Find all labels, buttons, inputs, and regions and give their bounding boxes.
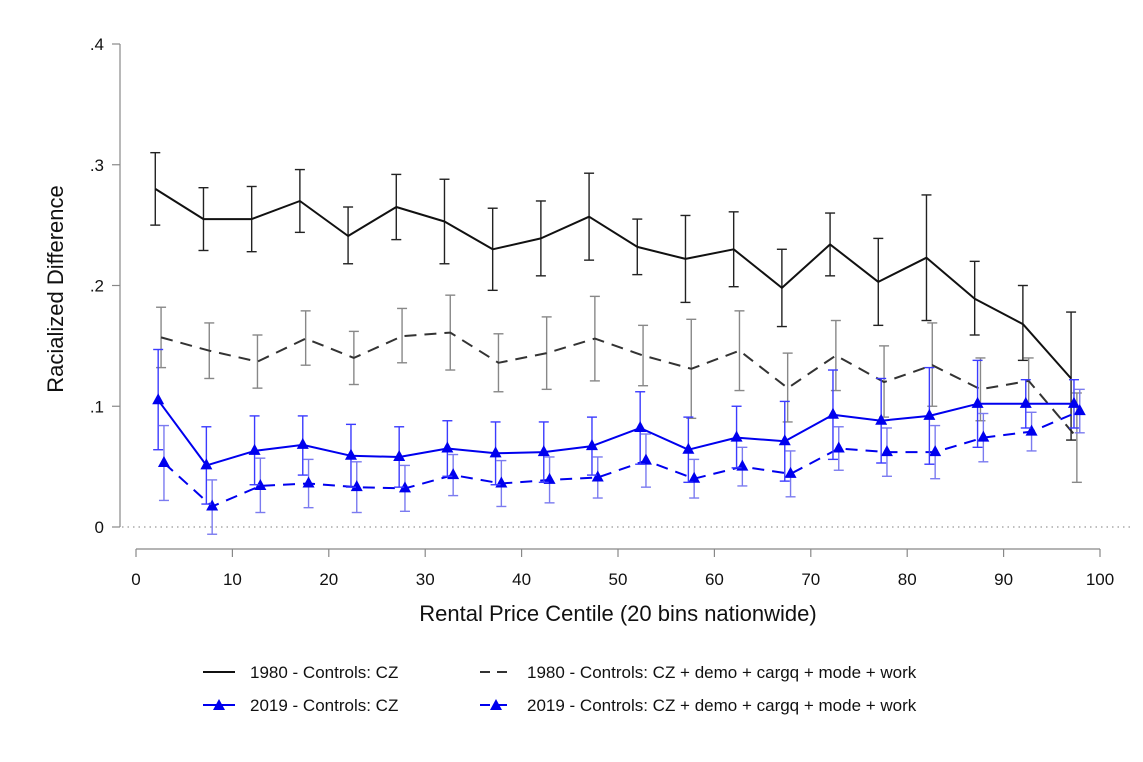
series-line — [160, 331, 1078, 439]
x-tick-label: 10 — [223, 570, 242, 589]
error-bar — [734, 310, 745, 392]
x-tick-label: 20 — [319, 570, 338, 589]
data-point-marker — [875, 413, 888, 425]
x-ticks: 0 10 20 30 40 50 60 70 80 90 100 — [131, 549, 1114, 589]
y-tick-label: .2 — [90, 277, 104, 296]
x-axis-title: Rental Price Centile (20 bins nationwide… — [419, 601, 816, 626]
data-point-marker — [1019, 396, 1032, 408]
error-bar — [1066, 311, 1077, 441]
data-point-marker — [682, 442, 695, 454]
x-tick-label: 0 — [131, 570, 140, 589]
y-tick-label: .3 — [90, 156, 104, 175]
legend-label-1980-cz: 1980 - Controls: CZ — [250, 663, 398, 682]
data-point-marker — [730, 430, 743, 442]
x-tick-label: 80 — [898, 570, 917, 589]
data-point-marker — [736, 459, 749, 471]
data-point-marker — [543, 472, 556, 484]
y-tick-label: .4 — [90, 35, 104, 54]
y-ticks: 0 .1 .2 .3 .4 — [90, 35, 120, 537]
legend-marker-2019-cz — [213, 699, 225, 710]
series-0 — [150, 151, 1077, 441]
data-point-marker — [441, 441, 454, 453]
series-line — [154, 188, 1072, 380]
legend-item-1980-full: 1980 - Controls: CZ + demo + cargq + mod… — [480, 663, 917, 682]
data-point-marker — [393, 449, 406, 461]
y-axis-title: Racialized Difference — [43, 185, 68, 392]
legend-item-2019-cz: 2019 - Controls: CZ — [203, 696, 398, 715]
x-tick-label: 100 — [1086, 570, 1114, 589]
error-bar — [1017, 284, 1028, 362]
data-point-marker — [537, 445, 550, 457]
y-tick-label: 0 — [95, 518, 104, 537]
x-tick-label: 50 — [609, 570, 628, 589]
series-3 — [157, 388, 1086, 535]
data-point-marker — [447, 468, 460, 480]
x-tick-label: 60 — [705, 570, 724, 589]
data-point-marker — [832, 441, 845, 453]
data-point-marker — [639, 453, 652, 465]
data-point-marker — [688, 471, 701, 483]
data-point-marker — [784, 466, 797, 478]
data-point-marker — [398, 481, 411, 493]
data-point-marker — [248, 443, 261, 455]
data-point-marker — [585, 439, 598, 451]
legend-item-2019-full: 2019 - Controls: CZ + demo + cargq + mod… — [480, 696, 917, 715]
series-line — [163, 410, 1081, 508]
error-bar — [300, 310, 311, 366]
legend-label-2019-full: 2019 - Controls: CZ + demo + cargq + mod… — [527, 696, 917, 715]
data-point-marker — [923, 408, 936, 420]
error-bar — [397, 307, 408, 364]
series-line — [157, 399, 1074, 467]
x-tick-label: 70 — [801, 570, 820, 589]
legend: 1980 - Controls: CZ 1980 - Controls: CZ … — [203, 663, 917, 715]
data-point-marker — [634, 420, 647, 432]
x-tick-label: 40 — [512, 570, 531, 589]
data-point-marker — [350, 480, 363, 492]
data-point-marker — [880, 445, 893, 457]
data-point-marker — [591, 470, 604, 482]
legend-label-1980-full: 1980 - Controls: CZ + demo + cargq + mod… — [527, 663, 917, 682]
series-layer — [150, 151, 1086, 535]
series-2 — [152, 348, 1080, 505]
error-bar — [150, 151, 161, 226]
legend-marker-2019-full — [490, 699, 502, 710]
data-point-marker — [254, 478, 267, 490]
x-tick-label: 90 — [994, 570, 1013, 589]
data-point-marker — [1025, 424, 1038, 436]
y-tick-label: .1 — [90, 397, 104, 416]
data-point-marker — [200, 458, 213, 470]
data-point-marker — [971, 396, 984, 408]
data-point-marker — [206, 499, 219, 511]
legend-item-1980-cz: 1980 - Controls: CZ — [203, 663, 398, 682]
data-point-marker — [489, 446, 502, 458]
data-point-marker — [1073, 404, 1086, 416]
data-point-marker — [296, 437, 309, 449]
x-tick-label: 30 — [416, 570, 435, 589]
data-point-marker — [778, 434, 791, 446]
series-1 — [156, 294, 1082, 484]
data-point-marker — [344, 448, 357, 460]
data-point-marker — [157, 456, 170, 468]
data-point-marker — [977, 430, 990, 442]
data-point-marker — [495, 476, 508, 488]
data-point-marker — [302, 476, 315, 488]
data-point-marker — [152, 393, 165, 405]
error-bar — [252, 334, 263, 389]
data-point-marker — [1067, 396, 1080, 408]
legend-label-2019-cz: 2019 - Controls: CZ — [250, 696, 398, 715]
plot-area: 0 .1 .2 .3 .4 0 10 20 30 40 50 60 70 80 90 100 — [90, 35, 1130, 589]
data-point-marker — [929, 445, 942, 457]
error-bar — [638, 324, 649, 387]
data-point-marker — [826, 407, 839, 419]
